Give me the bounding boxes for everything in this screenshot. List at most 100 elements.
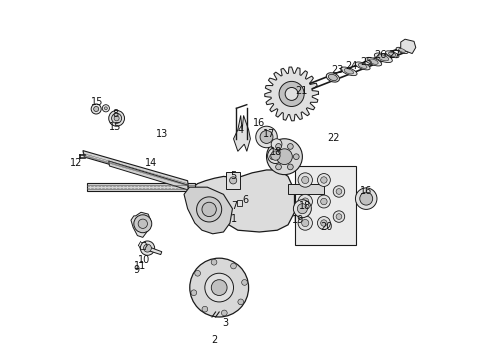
Circle shape bbox=[138, 219, 147, 228]
Text: 18: 18 bbox=[270, 147, 283, 157]
Text: 12: 12 bbox=[70, 158, 82, 168]
Circle shape bbox=[302, 220, 309, 226]
Circle shape bbox=[267, 139, 302, 175]
Text: 1: 1 bbox=[231, 215, 237, 224]
Circle shape bbox=[360, 192, 373, 205]
Circle shape bbox=[231, 263, 236, 269]
Circle shape bbox=[336, 189, 342, 194]
Polygon shape bbox=[83, 150, 188, 187]
Text: 10: 10 bbox=[138, 255, 150, 265]
Text: 8: 8 bbox=[112, 109, 118, 119]
Circle shape bbox=[298, 216, 313, 230]
Ellipse shape bbox=[326, 73, 340, 82]
Polygon shape bbox=[295, 166, 356, 244]
Circle shape bbox=[276, 144, 281, 149]
Circle shape bbox=[302, 176, 309, 184]
Circle shape bbox=[196, 197, 221, 222]
Ellipse shape bbox=[369, 59, 378, 64]
Circle shape bbox=[114, 116, 119, 121]
Circle shape bbox=[238, 299, 244, 305]
Circle shape bbox=[271, 139, 282, 149]
Circle shape bbox=[104, 107, 107, 110]
Text: 27: 27 bbox=[389, 50, 401, 60]
Circle shape bbox=[91, 104, 101, 114]
Circle shape bbox=[298, 194, 313, 209]
Circle shape bbox=[288, 144, 293, 149]
Text: 26: 26 bbox=[374, 50, 387, 60]
Circle shape bbox=[318, 217, 330, 229]
Ellipse shape bbox=[355, 62, 370, 70]
Circle shape bbox=[279, 81, 304, 107]
Ellipse shape bbox=[374, 53, 392, 63]
Circle shape bbox=[102, 105, 109, 112]
Ellipse shape bbox=[328, 74, 337, 81]
Polygon shape bbox=[401, 39, 416, 54]
Text: 9: 9 bbox=[134, 265, 140, 275]
Circle shape bbox=[94, 107, 98, 112]
Polygon shape bbox=[131, 212, 151, 237]
Circle shape bbox=[211, 280, 227, 296]
Circle shape bbox=[320, 177, 327, 183]
Circle shape bbox=[298, 173, 313, 187]
Circle shape bbox=[276, 164, 281, 170]
Polygon shape bbox=[234, 116, 250, 151]
Text: 21: 21 bbox=[295, 86, 308, 96]
Circle shape bbox=[221, 310, 227, 316]
Text: 14: 14 bbox=[145, 158, 157, 168]
Text: 15: 15 bbox=[91, 97, 103, 107]
Text: 6: 6 bbox=[242, 195, 248, 205]
Polygon shape bbox=[87, 183, 195, 192]
Ellipse shape bbox=[358, 63, 367, 68]
Circle shape bbox=[202, 306, 208, 312]
Ellipse shape bbox=[365, 57, 382, 66]
Circle shape bbox=[134, 215, 152, 233]
Ellipse shape bbox=[378, 55, 389, 61]
Ellipse shape bbox=[396, 47, 408, 54]
Ellipse shape bbox=[399, 49, 405, 52]
Circle shape bbox=[191, 290, 196, 296]
Circle shape bbox=[256, 126, 277, 148]
Circle shape bbox=[333, 186, 344, 197]
FancyBboxPatch shape bbox=[226, 172, 240, 189]
Polygon shape bbox=[288, 184, 324, 194]
Text: 16: 16 bbox=[360, 186, 372, 197]
Circle shape bbox=[271, 151, 280, 160]
Circle shape bbox=[144, 244, 151, 252]
Circle shape bbox=[112, 113, 122, 123]
Text: 15: 15 bbox=[109, 122, 122, 132]
Text: 11: 11 bbox=[134, 261, 147, 271]
Ellipse shape bbox=[344, 69, 354, 74]
Circle shape bbox=[294, 154, 299, 159]
Circle shape bbox=[270, 154, 275, 159]
Circle shape bbox=[211, 259, 217, 265]
Circle shape bbox=[109, 111, 124, 126]
Circle shape bbox=[190, 258, 248, 317]
Circle shape bbox=[320, 198, 327, 205]
Polygon shape bbox=[184, 187, 232, 234]
Polygon shape bbox=[147, 246, 162, 255]
Text: 17: 17 bbox=[263, 129, 275, 139]
Text: 23: 23 bbox=[331, 64, 343, 75]
Text: 22: 22 bbox=[328, 133, 340, 143]
Text: 24: 24 bbox=[345, 61, 358, 71]
Circle shape bbox=[297, 204, 307, 214]
Polygon shape bbox=[265, 67, 318, 121]
Circle shape bbox=[202, 202, 216, 217]
Text: 5: 5 bbox=[230, 171, 237, 181]
Text: 4: 4 bbox=[238, 125, 244, 135]
Circle shape bbox=[242, 280, 247, 285]
Circle shape bbox=[195, 270, 200, 276]
Polygon shape bbox=[109, 161, 188, 190]
Ellipse shape bbox=[386, 51, 399, 58]
Circle shape bbox=[318, 195, 330, 208]
Text: 3: 3 bbox=[222, 319, 228, 328]
Circle shape bbox=[288, 164, 293, 170]
Circle shape bbox=[336, 214, 342, 220]
Circle shape bbox=[285, 87, 298, 100]
Circle shape bbox=[230, 177, 237, 184]
Polygon shape bbox=[193, 170, 294, 232]
Text: 18: 18 bbox=[299, 201, 311, 211]
Circle shape bbox=[302, 198, 309, 205]
Circle shape bbox=[355, 188, 377, 210]
Text: 19: 19 bbox=[292, 215, 304, 225]
